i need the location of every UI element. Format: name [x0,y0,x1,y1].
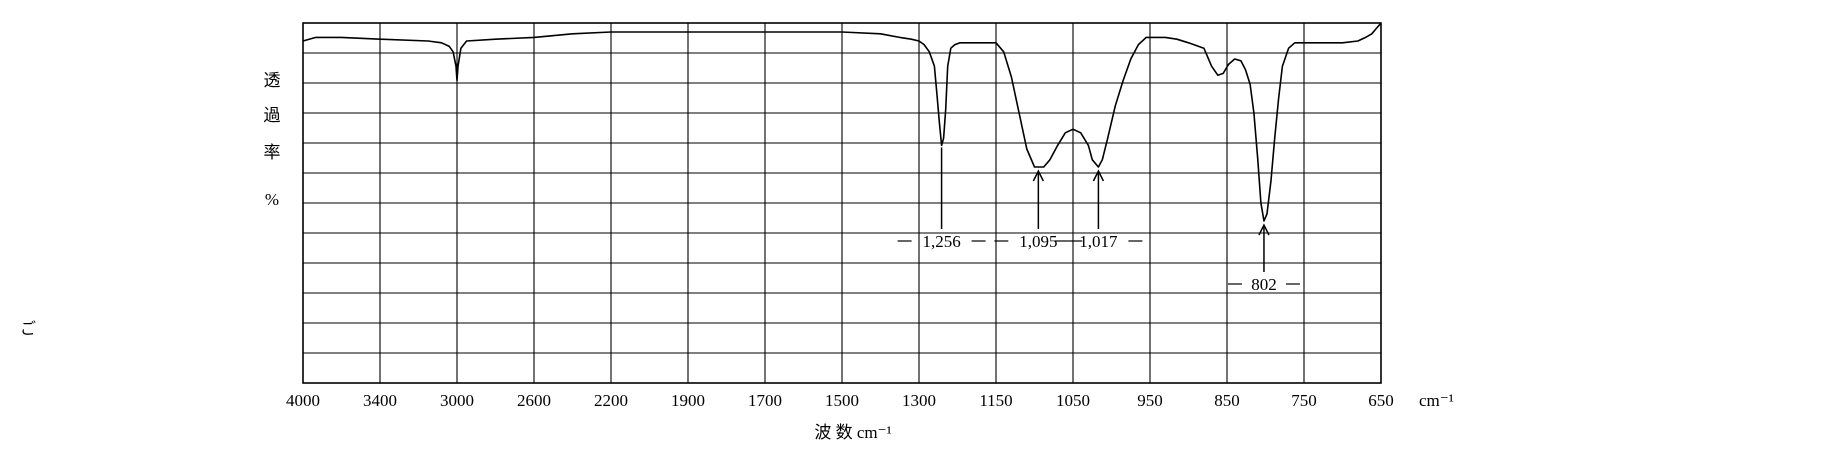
y-axis-label-char: % [265,190,279,209]
peak-annotation: 802 [1227,223,1300,294]
peak-arrow [1258,223,1270,236]
x-axis-unit: cm⁻¹ [1419,391,1454,410]
x-tick-label: 3000 [440,391,474,410]
peak-label: 1,095 [1019,232,1057,251]
stray-margin-mark: ご [20,320,36,338]
y-axis-label: 透過率% [264,71,281,209]
x-tick-label: 1900 [671,391,705,410]
x-tick-label: 650 [1368,391,1394,410]
x-tick-label: 950 [1137,391,1163,410]
peak-annotation: 1,095 [994,169,1083,251]
peak-label: 1,017 [1079,232,1118,251]
y-axis-label-char: 率 [264,143,281,162]
grid-layer [302,22,1382,384]
x-tick-label: 1700 [748,391,782,410]
x-tick-labels: 4000 3400 3000 2600 2200 1900 1700 1500 1300 1150… [286,391,1394,410]
x-tick-label: 1500 [825,391,859,410]
x-tick-label: 1150 [979,391,1012,410]
x-tick-label: 3400 [363,391,397,410]
spectrum-series [302,22,1382,222]
x-tick-label: 1050 [1056,391,1090,410]
x-tick-label: 850 [1214,391,1240,410]
peak-annotation: 1,017 [1054,169,1143,251]
x-tick-label: 2600 [517,391,551,410]
x-tick-label: 2200 [594,391,628,410]
peak-annotation: 1,256 [897,147,986,251]
peak-label: 802 [1251,275,1277,294]
y-axis-label-char: 透 [264,71,281,90]
peak-arrow [1032,169,1045,182]
peak-annotations: 1,256 1,095 1,017 802 [897,147,1300,294]
x-tick-label: 4000 [286,391,320,410]
peak-arrow [1092,169,1105,182]
spectrum-line [302,22,1382,222]
peak-label: 1,256 [922,232,960,251]
x-tick-label: 1300 [902,391,936,410]
x-tick-label: 750 [1291,391,1317,410]
x-axis-label: 波 数 cm⁻¹ [814,423,891,442]
y-axis-label-char: 過 [264,106,281,125]
